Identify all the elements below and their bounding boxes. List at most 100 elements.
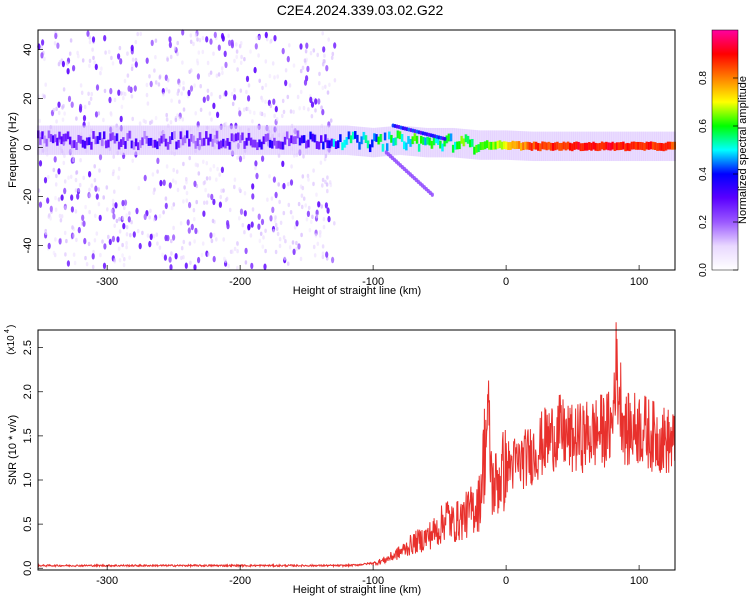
spectrogram-band-halo — [358, 126, 361, 157]
spectrogram-noise-mark — [158, 245, 162, 250]
spectrogram-band-halo — [156, 125, 159, 155]
spectrogram-noise-mark — [97, 187, 100, 192]
spectrogram-noise-mark — [217, 44, 221, 51]
spectrogram-band-cell — [249, 137, 253, 146]
spectrogram-noise-mark — [227, 263, 230, 269]
spectrogram-band-cell — [505, 141, 508, 150]
spectrogram-noise-mark — [277, 182, 281, 187]
spectrogram-band-cell — [639, 141, 642, 150]
spectrogram-noise-mark — [305, 75, 309, 82]
spectrogram-noise-mark — [107, 234, 110, 240]
spectrogram-noise-mark — [193, 180, 197, 187]
spectrogram-band-cell — [339, 134, 342, 143]
spectrogram-noise-mark — [205, 200, 209, 205]
spectrogram-band-cell — [511, 140, 515, 149]
spectrogram-noise-mark — [169, 264, 173, 271]
spectrogram-noise-mark — [273, 113, 276, 119]
spectrogram-noise-mark — [111, 61, 115, 66]
spectrogram-noise-mark — [282, 109, 286, 115]
spectrogram-band-cell — [260, 141, 264, 150]
spectrogram-band-cell — [609, 142, 613, 151]
spectrogram-noise-mark — [168, 41, 172, 49]
spectrogram-band-halo — [224, 125, 227, 155]
spectrogram-band-cell — [388, 131, 391, 140]
spectrogram-band-cell — [311, 133, 315, 142]
spectrogram-noise-mark — [143, 213, 147, 220]
spectrogram-noise-mark — [93, 178, 97, 183]
spectrogram-noise-mark — [122, 96, 125, 101]
spectrogram-noise-mark — [330, 55, 334, 60]
spectrogram-noise-mark — [194, 227, 198, 235]
spectrogram-noise-mark — [77, 188, 81, 193]
spectrogram-band-cell — [122, 137, 125, 145]
spectrogram-band-cell — [417, 143, 421, 152]
spectrogram-noise-mark — [111, 235, 115, 243]
spectrogram-noise-mark — [249, 233, 253, 238]
spectrogram-band-halo — [117, 125, 121, 155]
spectrogram-noise-mark — [128, 255, 131, 260]
spectrogram-noise-mark — [170, 251, 173, 256]
spectrogram-noise-mark — [270, 196, 274, 201]
spectrogram-band-cell — [264, 133, 268, 142]
spectrogram-band-cell — [105, 140, 108, 149]
spectrogram-noise-mark — [101, 239, 104, 244]
spectrogram-noise-mark — [210, 238, 214, 244]
spectrogram-band-halo — [405, 126, 408, 156]
spectrogram-noise-mark — [297, 243, 301, 250]
spectrogram-noise-mark — [195, 199, 198, 205]
spectrogram-band-cell — [447, 133, 451, 142]
spectrogram-noise-mark — [151, 172, 155, 177]
spectrogram-noise-mark — [322, 224, 326, 230]
spectrogram-noise-mark — [205, 161, 209, 166]
spectrogram-noise-mark — [118, 229, 122, 234]
spectrogram-noise-mark — [57, 168, 61, 175]
spectrogram-noise-mark — [307, 177, 310, 182]
spectrogram-noise-mark — [67, 95, 72, 103]
snr-y-scale-base: (x10 — [6, 335, 17, 355]
spectrogram-band-cell — [483, 141, 487, 150]
spectrogram-band-halo — [205, 125, 208, 155]
y-tick-label: 2.5 — [22, 340, 34, 355]
spectrogram-noise-mark — [236, 249, 239, 254]
spectrogram-noise-mark — [263, 263, 267, 270]
spectrogram-band-cell — [424, 137, 428, 146]
spectrogram-noise-mark — [86, 30, 90, 37]
spectrogram-noise-mark — [94, 63, 98, 71]
spectrogram-band-cell — [390, 134, 394, 143]
spectrogram-noise-mark — [165, 117, 169, 122]
spectrogram-noise-mark — [189, 68, 193, 73]
spectrogram-band-cell — [39, 137, 42, 145]
x-tick-label: -200 — [229, 575, 251, 587]
spectrogram-band-cell — [575, 141, 579, 150]
spectrogram-noise-mark — [93, 164, 96, 169]
spectrogram-noise-mark — [54, 237, 57, 242]
spectrogram-noise-mark — [289, 179, 294, 186]
spectrogram-noise-mark — [107, 49, 111, 55]
spectrogram-band-cell — [273, 137, 276, 146]
spectrogram-band-cell — [245, 137, 249, 146]
spectrogram-band-cell — [68, 136, 72, 145]
spectrogram-noise-mark — [299, 43, 303, 50]
spectrogram-noise-mark — [125, 225, 129, 230]
spectrogram-band-cell — [296, 130, 300, 139]
spectrogram-bump-mark — [443, 136, 447, 141]
spectrogram-band-halo — [105, 125, 108, 155]
spectrogram-noise-mark — [172, 167, 175, 173]
spectrogram-band-cell — [190, 133, 193, 142]
spectrogram-noise-mark — [145, 82, 149, 88]
spectrogram-band-cell — [498, 140, 502, 149]
spectrogram-noise-mark — [77, 226, 81, 234]
spectrogram-band-cell — [458, 141, 462, 150]
spectrogram-noise-mark — [233, 88, 236, 93]
spectrogram-noise-mark — [138, 242, 142, 250]
spectrogram-band-halo — [296, 125, 300, 155]
spectrogram-noise-mark — [123, 91, 127, 97]
spectrogram-noise-mark — [248, 109, 252, 115]
spectrogram-noise-mark — [182, 199, 185, 204]
spectrogram-band-cell — [534, 141, 538, 150]
spectrogram-noise-mark — [63, 111, 66, 116]
spectrogram-noise-mark — [99, 71, 102, 76]
spectrogram-noise-mark — [309, 96, 313, 104]
spectrogram-noise-mark — [202, 210, 206, 217]
spectrogram-noise-mark — [79, 158, 82, 163]
